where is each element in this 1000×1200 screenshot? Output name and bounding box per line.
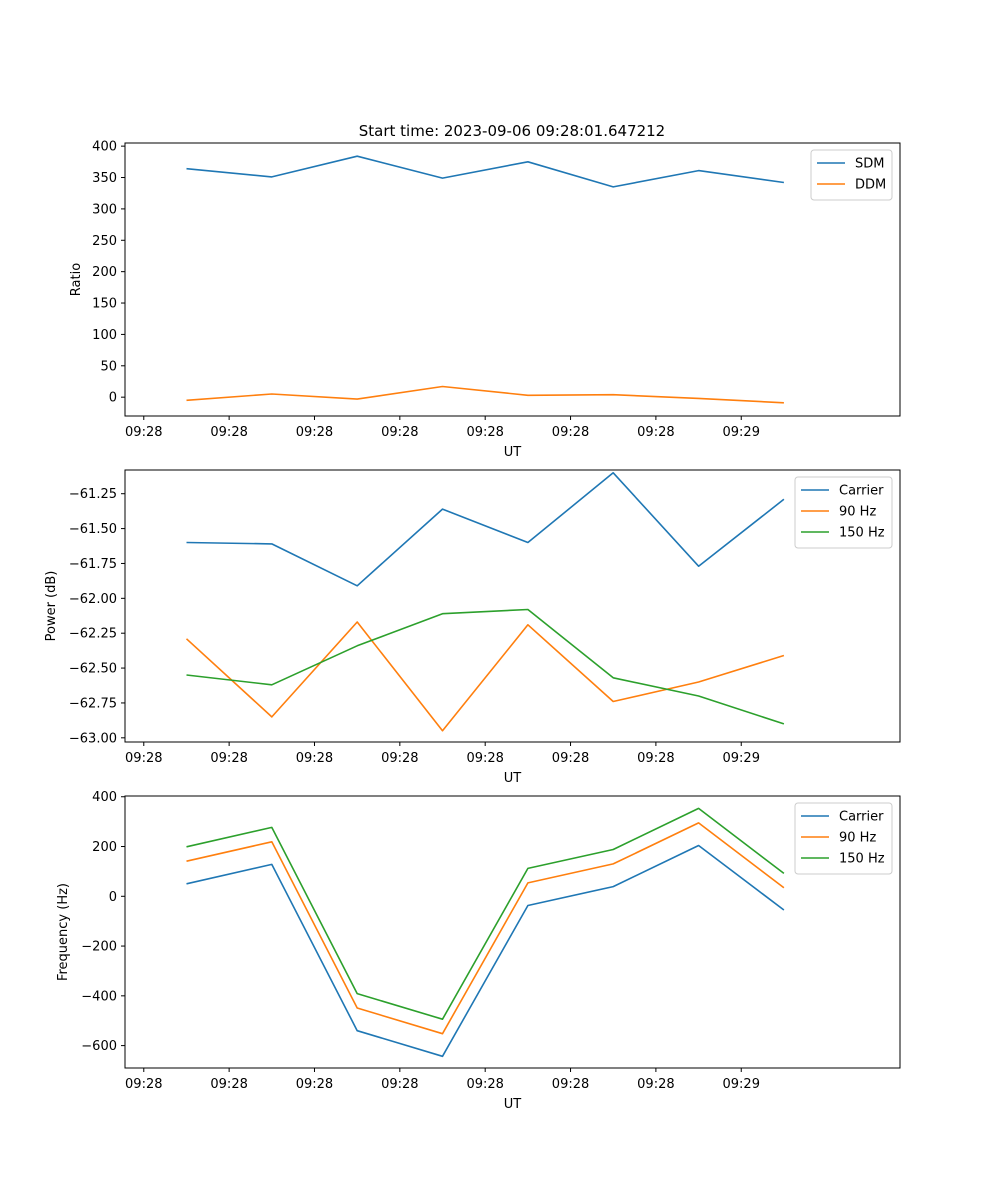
legend: Carrier 90 Hz 150 Hz xyxy=(794,802,893,875)
x-tick-label: 09:28 xyxy=(125,425,162,440)
x-tick-label: 09:28 xyxy=(637,751,674,766)
series-line-carrier xyxy=(186,844,785,1058)
y-tick-label: 200 xyxy=(92,265,117,280)
legend: SDM DDM xyxy=(810,149,893,201)
x-tick-label: 09:28 xyxy=(125,751,162,766)
chart-panel-3: 09:28 09:28 09:28 09:28 09:28 09:28 09:28 09:29… xyxy=(56,790,901,1112)
y-tick-label: −62.50 xyxy=(69,662,117,677)
x-tick-label: 09:29 xyxy=(723,425,760,440)
y-tick-label: 200 xyxy=(92,840,117,855)
series-line-90-hz xyxy=(186,822,785,1035)
legend: Carrier 90 Hz 150 Hz xyxy=(794,476,893,549)
y-tick-label: −62.75 xyxy=(69,696,117,711)
y-tick-label: −63.00 xyxy=(69,731,117,746)
x-tick-label: 09:28 xyxy=(637,425,674,440)
x-tick-label: 09:28 xyxy=(381,425,418,440)
x-tick-label: 09:28 xyxy=(210,1077,247,1092)
y-tick-label: −400 xyxy=(81,989,117,1004)
y-tick-label: 400 xyxy=(92,790,117,805)
y-axis-label: Ratio xyxy=(69,263,84,296)
x-axis-label: UT xyxy=(504,445,522,460)
x-tick-label: 09:28 xyxy=(552,1077,589,1092)
legend-frame xyxy=(794,802,893,875)
y-tick-label: −200 xyxy=(81,940,117,955)
plot-area xyxy=(124,469,901,743)
series-line-150-hz xyxy=(186,807,785,1021)
legend-label: 90 Hz xyxy=(839,831,876,846)
series-line-ddm xyxy=(186,385,784,404)
y-tick-label: −62.25 xyxy=(69,627,117,642)
legend-label: SDM xyxy=(855,157,884,172)
chart-panel-1: 09:28 09:28 09:28 09:28 09:28 09:28 09:28 09:29… xyxy=(69,140,901,460)
series-line-sdm xyxy=(186,155,785,188)
x-tick-label: 09:28 xyxy=(125,1077,162,1092)
y-tick-label: 400 xyxy=(92,140,117,155)
y-axis-label: Frequency (Hz) xyxy=(56,883,71,981)
y-tick-label: 100 xyxy=(92,328,117,343)
y-tick-label: 250 xyxy=(92,234,117,249)
x-tick-label: 09:28 xyxy=(381,1077,418,1092)
x-tick-label: 09:28 xyxy=(552,425,589,440)
legend-label: Carrier xyxy=(839,810,884,825)
y-tick-label: −61.50 xyxy=(69,522,117,537)
legend-label: 150 Hz xyxy=(839,526,885,541)
plot-area xyxy=(124,142,901,417)
x-tick-label: 09:28 xyxy=(296,425,333,440)
y-tick-label: −62.00 xyxy=(69,592,117,607)
x-tick-label: 09:28 xyxy=(381,751,418,766)
legend-frame xyxy=(794,476,893,549)
legend-label: 90 Hz xyxy=(839,505,876,520)
series-line-150-hz xyxy=(186,608,785,725)
x-tick-label: 09:29 xyxy=(723,751,760,766)
legend-label: Carrier xyxy=(839,484,884,499)
series-line-90-hz xyxy=(185,621,785,732)
series-line-carrier xyxy=(186,471,785,587)
x-tick-label: 09:28 xyxy=(466,425,503,440)
y-tick-label: −600 xyxy=(81,1039,117,1054)
figure-title: Start time: 2023-09-06 09:28:01.647212 xyxy=(359,122,665,140)
y-tick-label: −61.75 xyxy=(69,557,117,572)
y-tick-label: −61.25 xyxy=(69,487,117,502)
x-axis-label: UT xyxy=(504,771,522,786)
x-tick-label: 09:28 xyxy=(466,751,503,766)
y-axis-label: Power (dB) xyxy=(44,571,59,642)
chart-panel-2: 09:28 09:28 09:28 09:28 09:28 09:28 09:28 09:29… xyxy=(44,469,901,786)
x-tick-label: 09:28 xyxy=(296,1077,333,1092)
x-axis-label: UT xyxy=(504,1097,522,1112)
y-tick-label: 0 xyxy=(109,890,117,905)
legend-label: DDM xyxy=(855,178,886,193)
y-tick-label: 350 xyxy=(92,171,117,186)
x-tick-label: 09:29 xyxy=(723,1077,760,1092)
x-tick-label: 09:28 xyxy=(466,1077,503,1092)
y-tick-label: 0 xyxy=(109,391,117,406)
y-tick-label: 150 xyxy=(92,297,117,312)
legend-label: 150 Hz xyxy=(839,852,885,867)
x-tick-label: 09:28 xyxy=(210,751,247,766)
x-tick-label: 09:28 xyxy=(210,425,247,440)
y-tick-label: 50 xyxy=(100,359,117,374)
y-tick-label: 300 xyxy=(92,202,117,217)
x-tick-label: 09:28 xyxy=(296,751,333,766)
x-tick-label: 09:28 xyxy=(552,751,589,766)
x-tick-label: 09:28 xyxy=(637,1077,674,1092)
